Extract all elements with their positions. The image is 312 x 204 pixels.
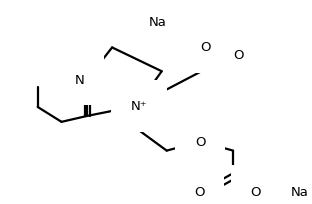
Text: O: O: [195, 135, 206, 149]
Text: O: O: [233, 49, 244, 62]
Text: O: O: [194, 185, 204, 198]
Text: Na: Na: [291, 185, 309, 198]
Text: O: O: [251, 185, 261, 198]
Text: N⁺: N⁺: [131, 100, 147, 113]
Text: O: O: [200, 41, 211, 54]
Text: N: N: [75, 73, 84, 86]
Text: Na: Na: [149, 16, 167, 29]
